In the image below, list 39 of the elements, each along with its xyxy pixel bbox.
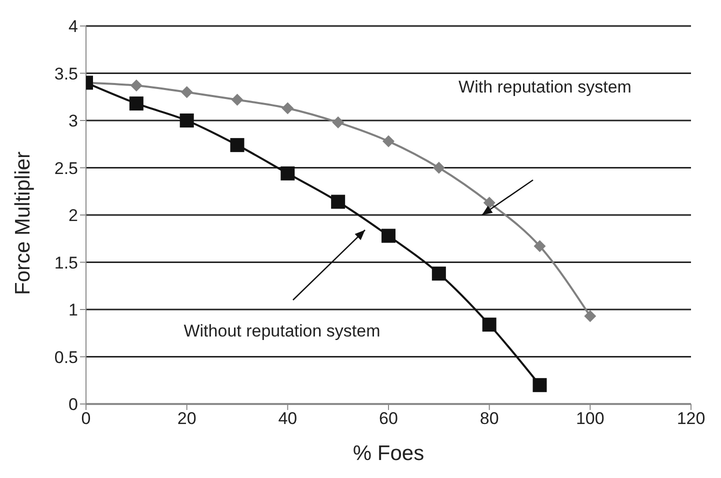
point — [331, 194, 346, 209]
y-tick-label: 3 — [68, 112, 78, 131]
point — [180, 114, 194, 128]
x-tick-label: 20 — [177, 409, 196, 428]
point — [382, 228, 396, 243]
x-tick-label: 100 — [576, 409, 604, 428]
y-tick-label: 1 — [68, 300, 78, 320]
point — [332, 116, 344, 128]
point — [230, 138, 244, 152]
point — [180, 86, 193, 98]
point — [584, 310, 596, 322]
point — [483, 196, 496, 209]
point — [280, 166, 295, 180]
point — [130, 80, 142, 92]
y-tick-label: 2.5 — [54, 158, 78, 178]
x-tick-label: 120 — [676, 409, 706, 428]
point — [432, 266, 446, 281]
x-axis-title: % Foes — [352, 442, 424, 465]
y-tick-label: 0 — [68, 395, 78, 414]
point — [231, 94, 244, 106]
annotation: With reputation system — [458, 77, 632, 96]
x-tick-label: 60 — [379, 409, 398, 428]
point — [432, 162, 445, 174]
annotation: Without reputation system — [184, 321, 380, 340]
y-tick-label: 4 — [68, 17, 78, 36]
y-tick-label: 3.5 — [54, 64, 78, 84]
y-tick-label: 1.5 — [54, 253, 78, 272]
x-tick-label: 40 — [278, 409, 298, 428]
y-axis-title: Force Multiplier — [11, 151, 34, 295]
point — [129, 96, 144, 110]
y-tick-label: 2 — [68, 206, 78, 226]
point — [482, 318, 496, 332]
x-tick-label: 80 — [480, 409, 499, 428]
point — [382, 135, 394, 148]
point — [534, 240, 546, 252]
point — [532, 378, 547, 392]
y-tick-label: 0.5 — [54, 348, 78, 367]
point — [282, 102, 294, 114]
x-tick-label: 0 — [81, 409, 91, 428]
